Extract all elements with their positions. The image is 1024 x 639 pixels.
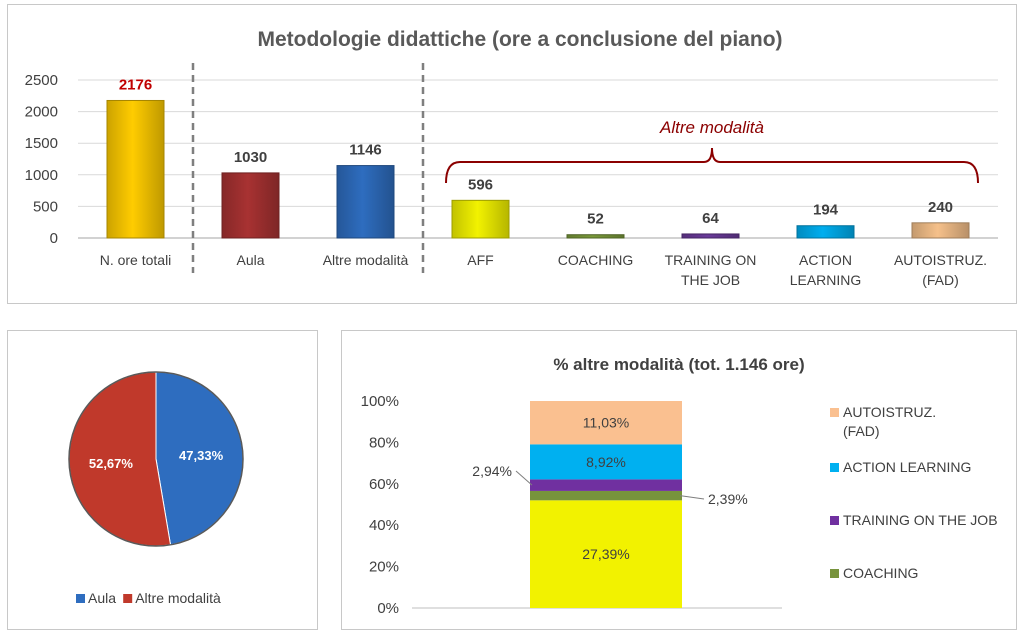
x-tick-label: ACTION xyxy=(799,252,852,268)
x-tick-label: N. ore totali xyxy=(100,252,172,268)
y-tick-label: 500 xyxy=(33,198,58,215)
bar xyxy=(451,199,510,239)
bar-value-label: 1030 xyxy=(234,149,267,166)
stack-segment xyxy=(530,500,682,608)
y-tick-label: 80% xyxy=(369,434,399,451)
bar-value-label: 194 xyxy=(813,202,839,219)
chart-title: % altre modalità (tot. 1.146 ore) xyxy=(553,355,804,374)
y-tick-label: 0% xyxy=(377,600,399,617)
segment-label: 27,39% xyxy=(582,546,629,562)
y-tick-label: 1000 xyxy=(25,167,58,184)
chart-title: Metodologie didattiche (ore a conclusion… xyxy=(257,28,782,51)
legend-label: (FAD) xyxy=(843,423,880,439)
bar xyxy=(796,225,855,239)
segment-label: 11,03% xyxy=(583,415,629,431)
legend-label: AUTOISTRUZ. xyxy=(843,404,936,420)
legend-label: COACHING xyxy=(843,565,918,581)
bar xyxy=(336,165,395,239)
y-tick-label: 0 xyxy=(50,230,58,247)
leader-line xyxy=(679,495,705,500)
y-tick-label: 1500 xyxy=(25,135,58,152)
callout-label: 2,39% xyxy=(708,491,748,507)
segment-label: 8,92% xyxy=(586,454,626,470)
y-tick-label: 100% xyxy=(361,393,399,410)
x-tick-label: (FAD) xyxy=(922,272,959,288)
legend-label: ACTION LEARNING xyxy=(843,459,971,475)
x-tick-label: Aula xyxy=(236,252,264,268)
legend-swatch xyxy=(76,594,85,603)
bar xyxy=(221,172,280,239)
legend-label: Aula xyxy=(88,590,116,606)
x-tick-label: TRAINING ON xyxy=(665,252,757,268)
x-tick-label: LEARNING xyxy=(790,272,862,288)
pie-value-label: 47,33% xyxy=(179,448,224,463)
x-tick-label: AFF xyxy=(467,252,493,268)
bar-chart: Metodologie didattiche (ore a conclusion… xyxy=(25,28,998,288)
bar xyxy=(681,233,740,239)
legend-swatch xyxy=(830,463,839,472)
y-tick-label: 20% xyxy=(369,559,399,576)
stacked-chart: % altre modalità (tot. 1.146 ore) 0% 20% 40… xyxy=(361,355,998,617)
bar xyxy=(106,99,165,239)
stack-segment xyxy=(530,490,682,501)
x-tick-label: Altre modalità xyxy=(323,252,409,268)
y-tick-label: 40% xyxy=(369,517,399,534)
x-tick-label: AUTOISTRUZ. xyxy=(894,252,987,268)
y-tick-label: 2500 xyxy=(25,72,58,89)
bar-value-label: 64 xyxy=(702,210,719,227)
bar-value-label: 1146 xyxy=(349,142,382,159)
legend-swatch xyxy=(123,594,133,603)
legend-label: TRAINING ON THE JOB xyxy=(843,512,998,528)
group-annotation: Altre modalità xyxy=(659,118,764,137)
bar-value-label: 52 xyxy=(587,211,604,228)
callout-label: 2,94% xyxy=(472,463,512,479)
bar-value-label: 2176 xyxy=(119,76,152,93)
stack-segment xyxy=(530,444,682,480)
pie-chart-panel: 47,33% 52,67% Aula Altre modalità xyxy=(7,330,318,630)
bar-value-label: 596 xyxy=(468,176,493,193)
stacked-chart-panel: % altre modalità (tot. 1.146 ore) 0% 20% 40… xyxy=(341,330,1017,630)
legend-swatch xyxy=(830,569,839,578)
stack-segment xyxy=(530,401,682,445)
legend-label: Altre modalità xyxy=(135,590,221,606)
x-tick-label: COACHING xyxy=(558,252,633,268)
legend-swatch xyxy=(830,408,839,417)
group-bracket xyxy=(445,147,979,184)
bar-chart-panel: Metodologie didattiche (ore a conclusion… xyxy=(7,4,1017,304)
y-tick-label: 60% xyxy=(369,476,399,493)
pie-value-label: 52,67% xyxy=(89,456,134,471)
leader-line xyxy=(515,470,533,486)
bar xyxy=(911,222,970,239)
stack-segment xyxy=(530,479,682,491)
pie-outline xyxy=(68,371,244,547)
y-tick-label: 2000 xyxy=(25,104,58,121)
pie-chart: 47,33% 52,67% Aula Altre modalità xyxy=(68,371,244,606)
bar-value-label: 240 xyxy=(928,199,953,216)
bar xyxy=(566,234,625,239)
x-tick-label: THE JOB xyxy=(681,272,740,288)
legend-swatch xyxy=(830,516,839,525)
